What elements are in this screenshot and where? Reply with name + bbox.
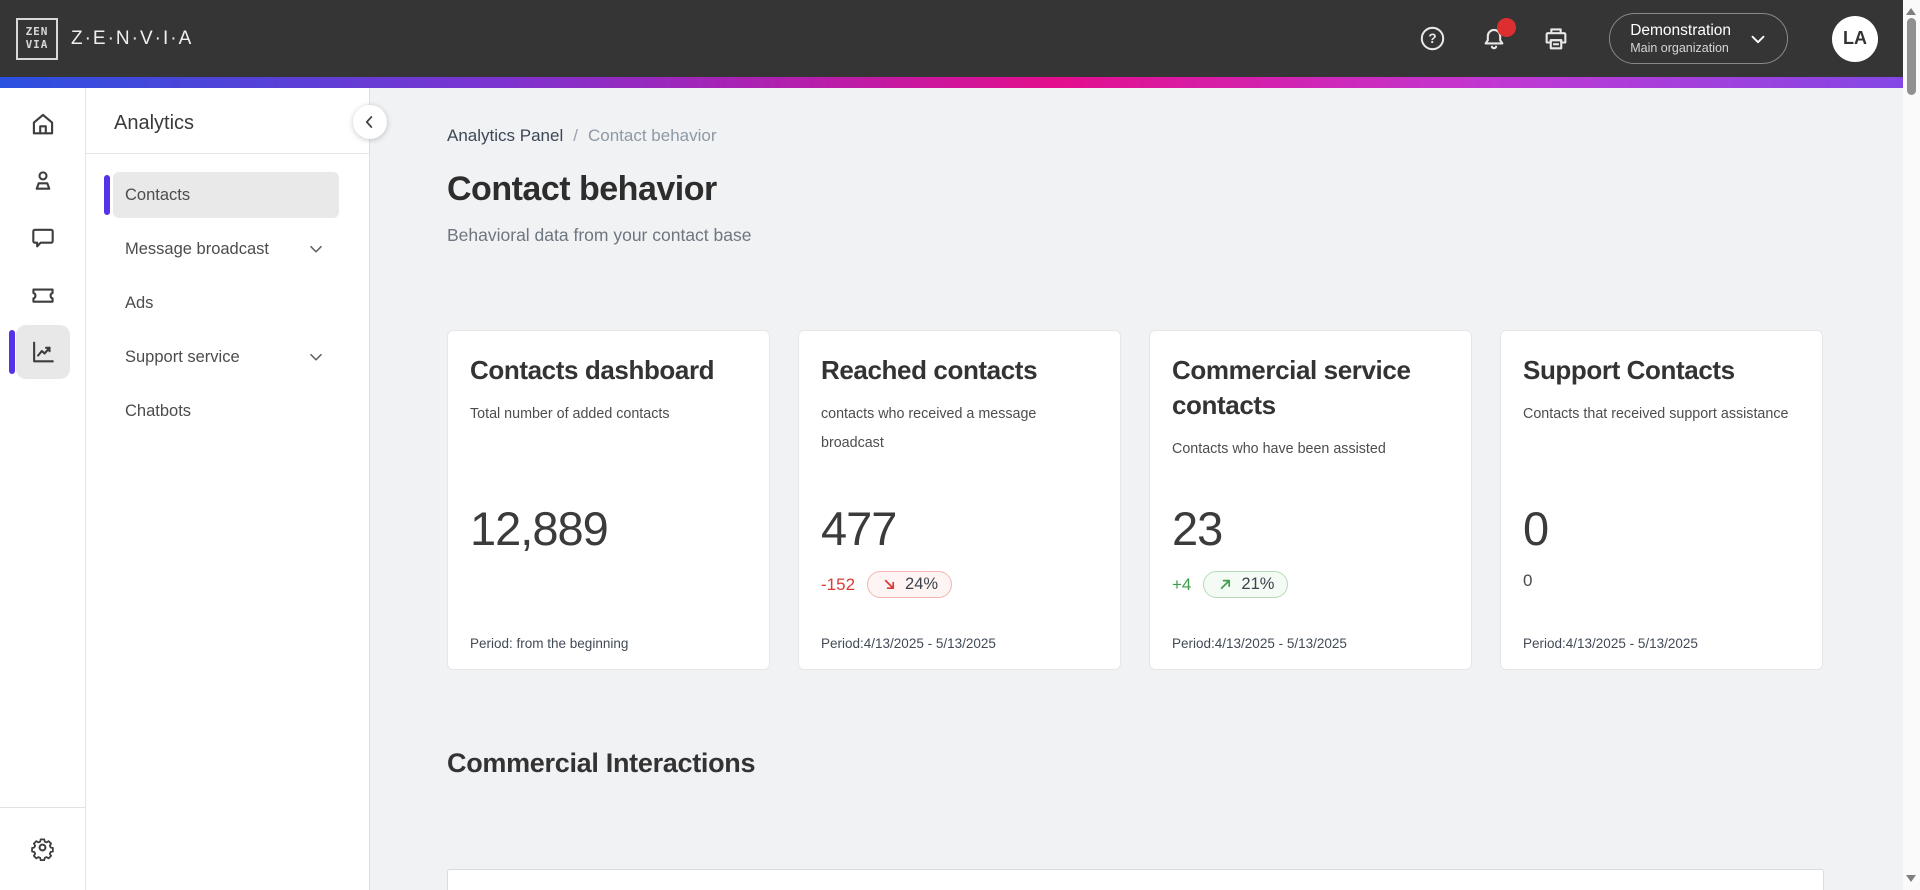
breadcrumb-separator: / [573,126,578,145]
notification-badge [1497,17,1517,37]
delta-value: +4 [1172,574,1192,594]
badge-percent: 21% [1241,575,1275,593]
nav-tickets-button[interactable] [16,268,70,322]
badge-percent: 24% [905,575,939,593]
help-icon[interactable]: ? [1417,24,1447,54]
scroll-up-arrow-icon[interactable] [1906,8,1916,15]
scroll-down-arrow-icon[interactable] [1906,875,1916,882]
sidebar-item-label: Contacts [125,185,191,204]
vertical-scrollbar[interactable] [1903,0,1920,890]
trend-down-icon [884,579,895,590]
chevron-down-icon [305,346,327,368]
person-icon [35,171,50,190]
line-chart-icon [32,341,54,363]
brand-wordmark: Z·E·N·V·I·A [71,27,194,49]
active-indicator [8,330,15,374]
top-bar-actions: ? Demonstration Main organization [1417,12,1878,65]
card-value: 0 [1523,502,1549,555]
active-indicator [104,175,110,215]
nav-conversations-button[interactable] [16,211,70,265]
commercial-interactions-panel [447,869,1824,890]
sidebar-item-label: Support service [125,347,240,366]
page-subtitle: Behavioral data from your contact base [447,225,752,245]
card-value: 12,889 [470,502,609,555]
organization-subtitle: Main organization [1630,41,1729,56]
card-description: Contacts that received support assistanc… [1523,406,1789,423]
card-description: Total number of added contacts [470,406,670,423]
card-title: Contacts dashboard [470,355,715,385]
breadcrumb: Analytics Panel / Contact behavior [447,126,1920,146]
brand-gradient-bar [0,77,1920,88]
card-delta-row: -152 24% [821,571,953,598]
trend-up-icon [1221,579,1231,590]
sidebar-collapse-button[interactable] [353,105,387,139]
card-delta-row: +4 21% [1172,571,1289,598]
kpi-cards-row: Contacts dashboard Total number of added… [447,330,1920,670]
card-period: Period:4/13/2025 - 5/13/2025 [1523,636,1698,651]
home-icon [32,113,53,135]
scrollbar-thumb[interactable] [1907,18,1916,95]
section-heading-commercial-interactions: Commercial Interactions [447,748,756,778]
analytics-sidebar: Analytics Contacts Message broadcast Ads… [86,88,370,890]
sidebar-item-support-service[interactable]: Support service [113,334,339,380]
card-period: Period: from the beginning [470,636,629,651]
sidebar-item-label: Chatbots [125,401,192,420]
svg-text:?: ? [1428,31,1436,46]
card-period: Period:4/13/2025 - 5/13/2025 [1172,636,1347,651]
logo-text-top: ZEN [25,24,49,38]
kpi-card-support-contacts: Support Contacts Contacts that received … [1500,330,1823,670]
chevron-down-icon [305,238,327,260]
card-title: Commercial service contacts [1172,355,1411,421]
kpi-card-commercial-service-contacts: Commercial service contacts Contacts who… [1149,330,1472,670]
nav-home-button[interactable] [16,97,70,151]
page-title: Contact behavior [447,170,717,208]
logo-text-bottom: VIA [25,37,49,51]
user-avatar[interactable]: LA [1832,15,1878,62]
card-description: contacts who received a message broadcas… [821,406,1037,452]
breadcrumb-parent-link[interactable]: Analytics Panel [447,126,564,145]
printer-icon[interactable] [1541,24,1571,54]
sidebar-item-message-broadcast[interactable]: Message broadcast [113,226,339,272]
content-area: Analytics Panel / Contact behavior Conta… [370,88,1920,890]
kpi-card-reached-contacts: Reached contacts contacts who received a… [798,330,1121,670]
card-delta-row: 0 [1523,571,1532,591]
chevron-left-icon [365,116,373,128]
zenvia-logo-icon: ZEN VIA [16,17,58,60]
card-title: Support Contacts [1523,355,1735,385]
sidebar-title: Analytics [86,88,369,154]
card-value: 23 [1172,502,1223,555]
sidebar-item-label: Ads [125,293,154,312]
sidebar-item-contacts[interactable]: Contacts [104,172,339,218]
chat-bubble-icon [31,228,54,248]
icon-rail [0,88,86,890]
delta-value: -152 [821,574,856,594]
trend-badge: 24% [867,571,953,598]
settings-button[interactable] [16,820,70,874]
ticket-icon [31,288,54,303]
top-bar: ZEN VIA Z·E·N·V·I·A ? [0,0,1920,77]
sidebar-item-ads[interactable]: Ads [113,280,339,326]
delta-value: 0 [1523,571,1533,590]
card-period: Period:4/13/2025 - 5/13/2025 [821,636,996,651]
breadcrumb-current: Contact behavior [587,126,717,145]
organization-name: Demonstration [1630,21,1731,39]
card-value: 477 [821,502,897,555]
card-title: Reached contacts [821,355,1038,385]
gear-icon [31,837,54,861]
sidebar-menu: Contacts Message broadcast Ads Support s… [86,154,369,434]
nav-contacts-button[interactable] [16,154,70,208]
sidebar-item-label: Message broadcast [125,239,269,258]
notifications-bell-icon[interactable] [1479,17,1517,54]
rail-footer [0,807,85,890]
nav-analytics-button[interactable] [8,325,70,379]
sidebar-item-chatbots[interactable]: Chatbots [113,388,339,434]
chevron-down-icon [1747,28,1769,50]
organization-switcher[interactable]: Demonstration Main organization [1609,12,1788,65]
kpi-card-contacts-dashboard: Contacts dashboard Total number of added… [447,330,770,670]
main-layout: Analytics Contacts Message broadcast Ads… [0,88,1920,890]
trend-badge: 21% [1203,571,1289,598]
card-description: Contacts who have been assisted [1172,441,1386,458]
